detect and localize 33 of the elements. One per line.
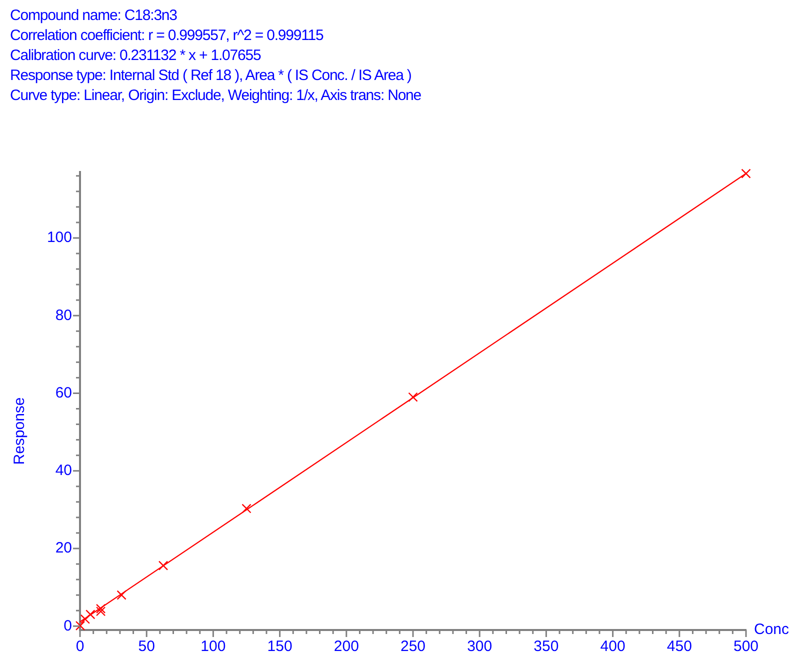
point: [242, 504, 252, 514]
text: Curve type: Linear, Origin: Exclude, Weighting: 1/x, Axis trans: None: [10, 86, 422, 106]
y-axis-title: Response: [11, 397, 28, 465]
point: [96, 604, 106, 614]
x-tick-label: 50: [138, 638, 155, 656]
y-tick-label: 0: [64, 617, 72, 634]
y-tick-label: 80: [55, 306, 72, 324]
point: [741, 168, 751, 178]
x-tick-label: 500: [733, 638, 759, 656]
y-tick-label: 100: [46, 229, 72, 246]
point: [75, 620, 86, 631]
x-tick-label: 350: [534, 638, 559, 656]
text: Calibration curve: 0.231132 * x + 1.07655: [10, 46, 262, 66]
x-tick-label: 0: [76, 638, 84, 656]
x-tick-label: 450: [666, 638, 692, 656]
x-tick-label: 250: [400, 638, 426, 656]
point: [96, 606, 106, 616]
x-axis-title: Conc: [754, 621, 790, 638]
y-tick-label: 40: [55, 462, 72, 480]
x-tick-label: 100: [200, 638, 226, 656]
x-tick-label: 150: [267, 638, 292, 656]
text: Correlation coefficient: r = 0.999557, r^2 = 0.999115: [10, 26, 324, 46]
x-tick-label: 400: [600, 638, 626, 656]
point: [158, 560, 168, 570]
point: [86, 610, 96, 620]
y-tick-label: 20: [55, 540, 72, 557]
point: [408, 392, 418, 402]
point: [116, 590, 126, 600]
y-tick-label: 60: [55, 384, 72, 402]
text: Response type: Internal Std ( Ref 18 ), Area * ( IS Conc. / IS Area ): [10, 66, 412, 86]
chart-title: Compound name: C18:3n3: [10, 6, 178, 26]
x-tick-label: 200: [334, 638, 359, 656]
x-tick-label: 300: [467, 638, 492, 656]
